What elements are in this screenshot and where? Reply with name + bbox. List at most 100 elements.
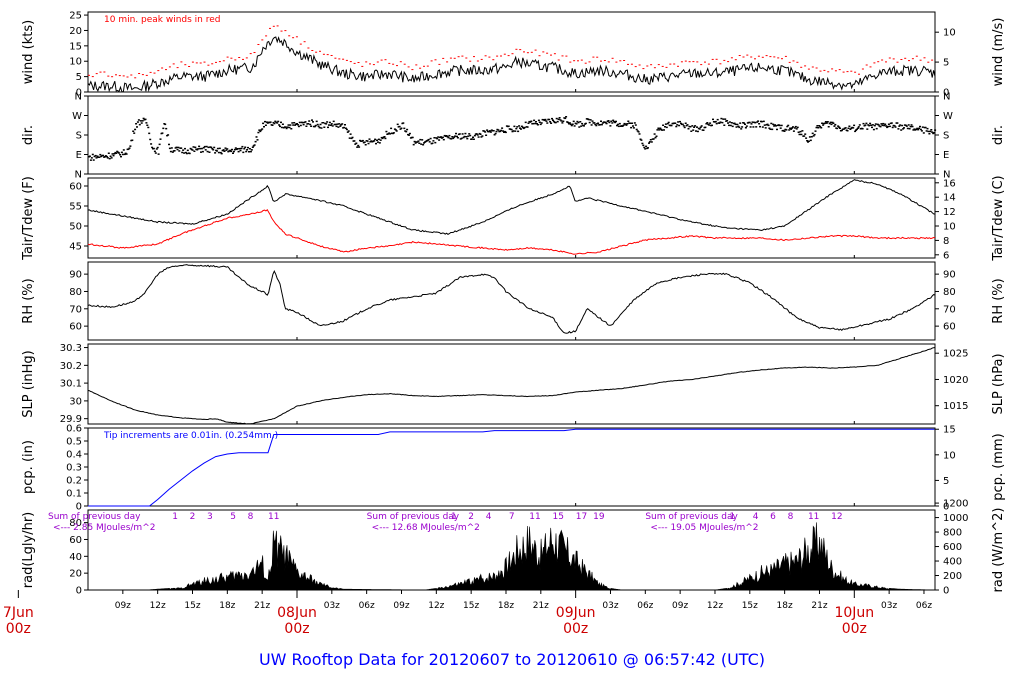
wind-peak-mark xyxy=(199,62,202,64)
rad-hour-label: 17 xyxy=(576,512,587,522)
dir-point xyxy=(259,130,262,133)
dir-point xyxy=(654,136,657,139)
dir-point xyxy=(871,124,874,126)
dir-point xyxy=(555,117,558,120)
dir-point xyxy=(817,127,820,129)
dir-point xyxy=(681,123,684,125)
dir-point xyxy=(778,124,781,127)
dir-point xyxy=(495,130,498,133)
wind-peak-mark xyxy=(272,25,275,27)
dir-point xyxy=(113,153,116,155)
wind-peak-mark xyxy=(885,61,887,63)
wind-peak-mark xyxy=(226,56,229,58)
dir-point xyxy=(144,118,147,121)
x-tick-label: 12z xyxy=(707,601,723,611)
wind-peak-mark xyxy=(103,71,106,73)
dir-point xyxy=(120,151,123,154)
dir-point xyxy=(562,120,565,122)
dir-point xyxy=(184,151,187,154)
dir-point xyxy=(581,122,584,125)
rad-ytick-label: 60 xyxy=(69,535,82,546)
wind-peak-mark xyxy=(380,59,383,61)
dir-point xyxy=(670,124,673,127)
wind-peak-mark xyxy=(627,63,629,65)
rad-hour-label: 11 xyxy=(808,512,819,522)
dir-point xyxy=(933,132,936,134)
dir-point xyxy=(234,147,237,149)
wind-peak-mark xyxy=(353,62,356,64)
temp-ylabel-right: Tair/Tdew (C) xyxy=(991,175,1006,261)
dir-point xyxy=(347,130,350,132)
wind-peak-mark xyxy=(553,53,556,55)
dir-point xyxy=(273,122,276,125)
dir-point xyxy=(674,122,677,124)
dir-point xyxy=(657,127,660,129)
dir-point xyxy=(344,127,347,129)
dir-point xyxy=(915,128,918,131)
rad-area xyxy=(88,522,935,591)
dir-point xyxy=(301,121,304,124)
dir-point xyxy=(468,133,471,135)
x-tick-label: 09z xyxy=(672,601,688,611)
dir-point xyxy=(284,126,287,128)
dir-point xyxy=(775,125,777,127)
wind-peak-mark xyxy=(118,75,121,77)
rad-sum-value: <--- 19.05 MJoules/m^2 xyxy=(650,523,758,533)
dir-point xyxy=(881,124,884,127)
dir-point xyxy=(343,126,345,129)
dir-point xyxy=(345,128,348,131)
dir-point xyxy=(107,152,110,154)
wind-peak-mark xyxy=(253,52,256,53)
dir-point xyxy=(568,122,571,124)
dir-point xyxy=(434,141,437,144)
wind-peak-mark xyxy=(261,39,264,41)
dir-point xyxy=(664,126,666,128)
rh-ytick-right-label: 80 xyxy=(943,287,956,298)
wind-peak-mark xyxy=(523,51,525,53)
dir-point xyxy=(546,122,549,124)
dir-point xyxy=(112,154,115,157)
dir-point xyxy=(906,127,909,130)
dir-point xyxy=(186,149,189,152)
dir-point xyxy=(405,130,408,133)
dir-point xyxy=(635,128,638,131)
dir-point xyxy=(248,151,250,153)
dir-point xyxy=(691,125,694,127)
dir-point xyxy=(128,147,131,149)
dir-point xyxy=(150,143,153,145)
dir-point xyxy=(323,126,326,128)
dir-point xyxy=(245,150,248,153)
temp-ytick-label: 60 xyxy=(69,182,82,193)
dir-point xyxy=(809,139,812,142)
dir-point xyxy=(317,125,320,128)
dir-point xyxy=(269,121,272,123)
wind-peak-mark xyxy=(345,59,348,61)
temp-ytick-right-label: 12 xyxy=(943,207,956,218)
dir-point xyxy=(108,157,111,160)
dir-point xyxy=(376,141,379,143)
wind-peak-mark xyxy=(623,60,626,61)
wind-peak-mark xyxy=(653,67,656,69)
dir-point xyxy=(299,124,302,127)
dir-ytick-label: N xyxy=(75,92,82,103)
dir-point xyxy=(827,126,830,128)
dir-point xyxy=(927,130,930,133)
dir-point xyxy=(398,125,401,128)
dir-point xyxy=(629,122,632,124)
rad-hour-label: 11 xyxy=(529,512,540,522)
rh-line-rh xyxy=(87,264,936,334)
dir-point xyxy=(526,126,529,128)
dir-point xyxy=(590,124,593,126)
dir-point xyxy=(798,133,801,136)
wind-peak-mark xyxy=(573,60,576,62)
date-label: 08Jun xyxy=(277,605,317,621)
wind-peak-mark xyxy=(249,53,252,55)
wind-peak-mark xyxy=(457,56,460,58)
dir-point xyxy=(799,130,802,133)
temp-ytick-right-label: 16 xyxy=(943,178,956,189)
dir-point xyxy=(675,125,678,128)
wind-peak-mark xyxy=(384,59,387,61)
pcp-ylabel: pcp. (in) xyxy=(21,440,36,494)
dir-point xyxy=(852,127,855,129)
wind-peak-mark xyxy=(357,62,360,63)
